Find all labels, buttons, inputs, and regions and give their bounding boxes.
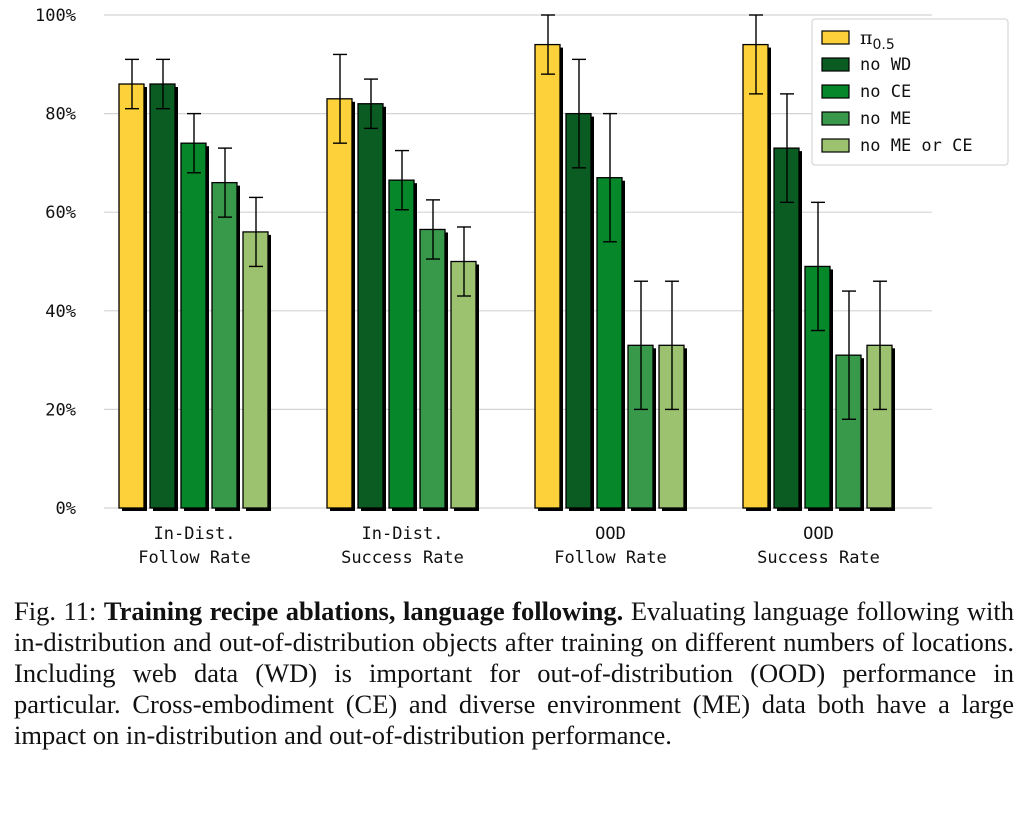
x-category-label: In-Dist. [362,524,444,544]
x-category-label: Follow Rate [138,548,251,568]
legend-label: no CE [860,82,911,102]
y-axis-ticks: 0% 20% 40% 60% 80% 100% [35,6,76,519]
legend-swatch [821,30,850,45]
y-tick-label: 40% [45,302,76,322]
legend-label: π0.5 [860,27,895,53]
legend-swatch [821,57,850,72]
bar [742,43,769,509]
bars-layer [118,43,895,512]
bar [450,260,477,509]
bar-chart: 0%20%40%60%80%100% In-Dist.Follow RateIn… [35,6,1009,568]
x-category-label: In-Dist. [154,524,236,544]
bar [242,231,269,509]
bar [419,228,446,509]
y-tick-label: 100% [35,6,76,26]
legend: π0.5no WD no CE no ME no ME or CE [811,18,1009,166]
y-tick-label: 20% [45,400,76,420]
bar [773,147,800,509]
legend-label: no WD [860,55,911,75]
y-tick-label: 60% [45,203,76,223]
legend-swatch [821,111,850,126]
y-tick-label: 80% [45,105,76,125]
x-axis-categories: In-Dist. Follow Rate In-Dist. Success Rate O… [138,524,880,568]
legend-box [811,18,1009,166]
bar [534,43,561,509]
bar [149,83,176,509]
legend-swatch [821,138,850,153]
bar [326,98,353,509]
legend-label: no ME or CE [860,136,973,156]
legend-label: no ME [860,109,911,129]
y-tick-label: 0% [56,499,76,519]
bar [180,142,207,509]
x-category-label: Follow Rate [554,548,667,568]
legend-swatch [821,84,850,99]
caption-title: Training recipe ablations, language foll… [103,596,624,626]
bar [118,83,145,509]
bar [388,179,415,509]
bar [357,103,384,509]
error-bars-layer [125,14,887,420]
x-category-label: Success Rate [757,548,880,568]
figure-caption: Fig. 11: Training recipe ablations, lang… [14,596,1014,751]
bar [565,112,592,509]
caption-prefix: Fig. 11: [14,596,104,626]
caption-text: Evaluating language following with in-di… [14,596,1014,750]
x-category-label: Success Rate [341,548,464,568]
x-category-label: OOD [595,524,626,544]
x-category-label: OOD [803,524,834,544]
bar [211,181,238,509]
